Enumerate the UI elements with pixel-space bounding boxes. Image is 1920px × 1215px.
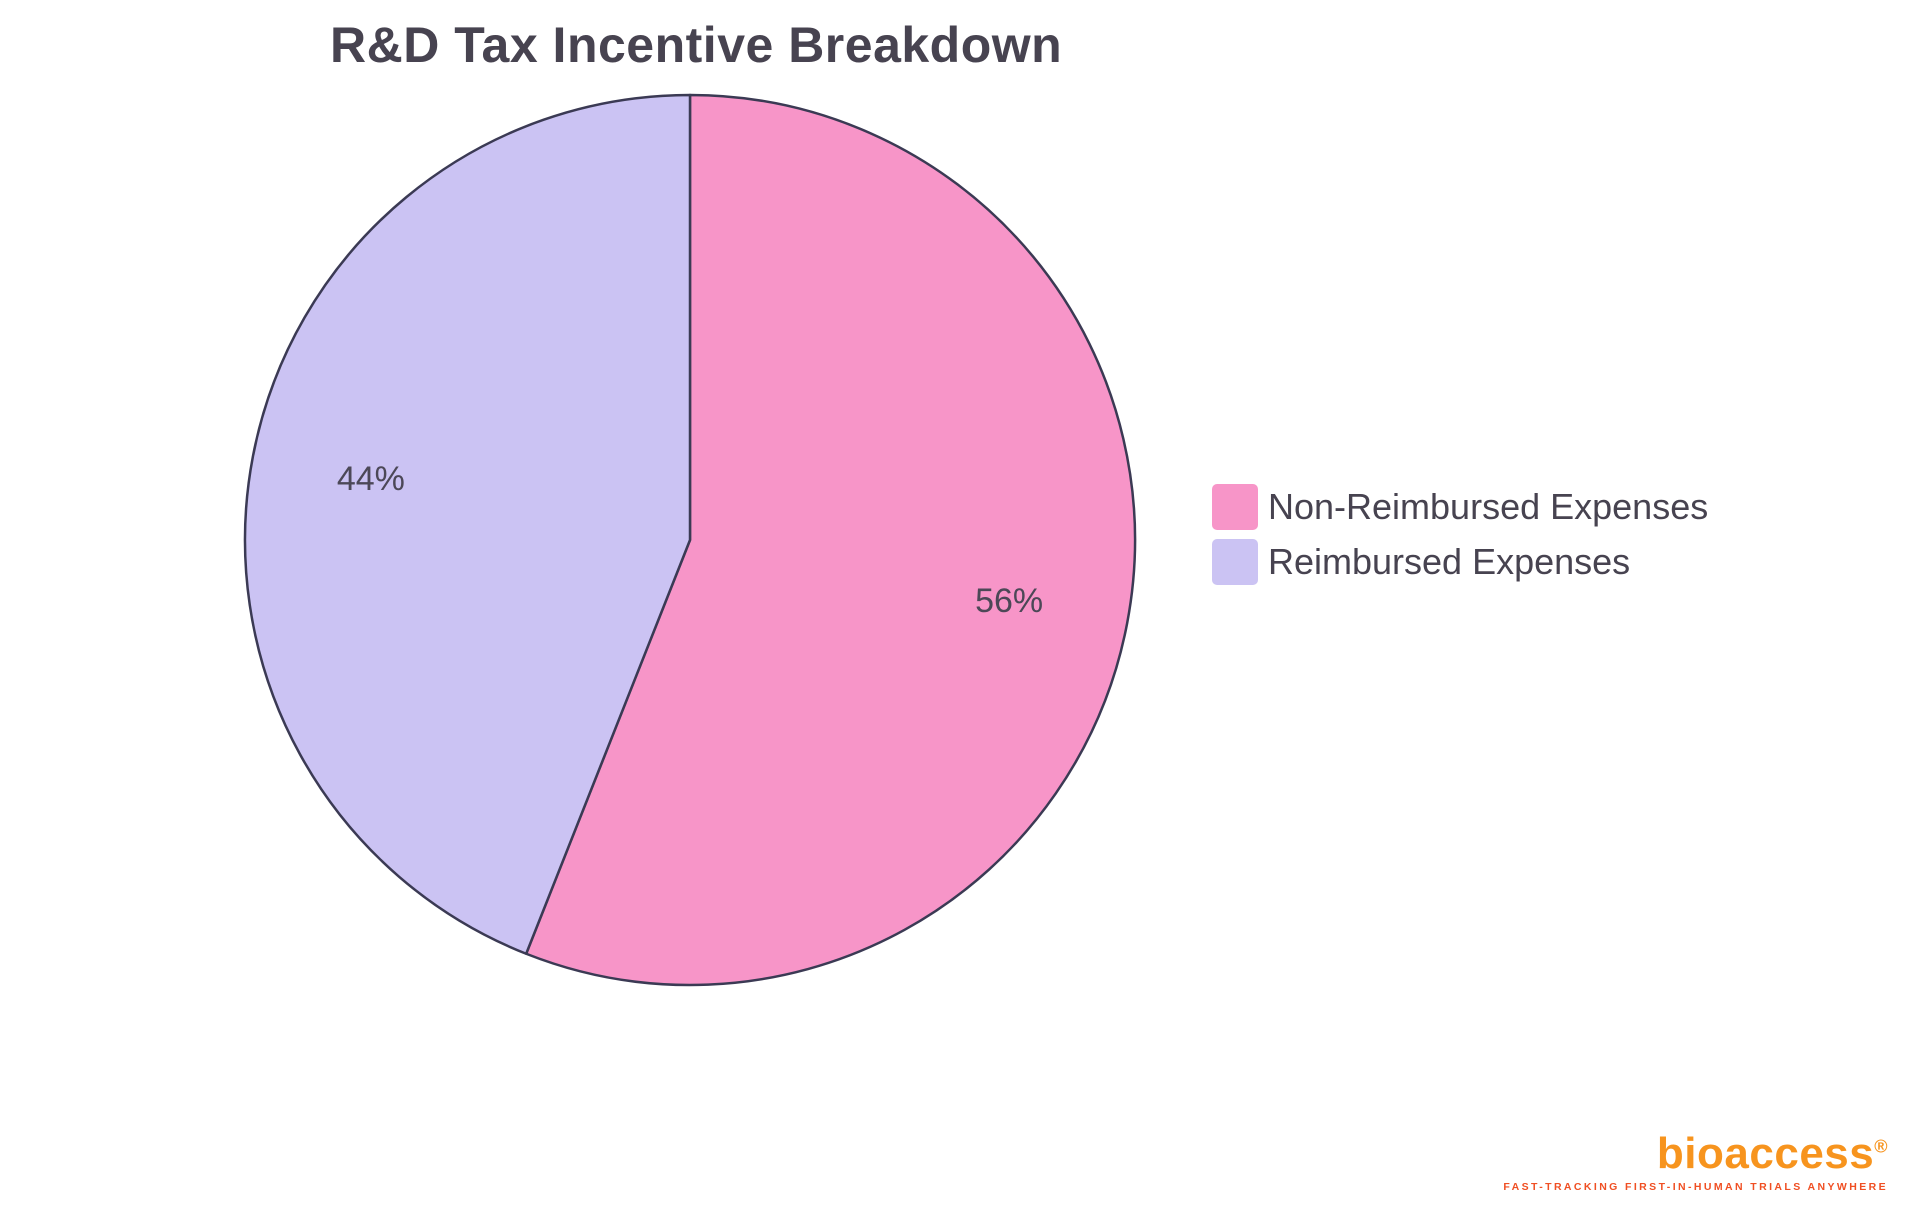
brand-name: bioaccess® — [1503, 1132, 1888, 1176]
legend-item-0[interactable]: Non-Reimbursed Expenses — [1212, 484, 1708, 530]
legend-swatch — [1212, 484, 1258, 530]
brand-name-text: bioaccess — [1656, 1129, 1875, 1178]
pie-slice-1[interactable] — [243, 93, 692, 955]
legend-label: Reimbursed Expenses — [1268, 541, 1631, 582]
pie-chart: 56% 44% — [235, 85, 1145, 995]
chart-title: R&D Tax Incentive Breakdown — [330, 17, 1063, 73]
legend: Non-Reimbursed Expenses Reimbursed Expens… — [1212, 484, 1708, 585]
slice-label-1: 44% — [337, 460, 405, 498]
legend-item-1[interactable]: Reimbursed Expenses — [1212, 539, 1708, 585]
registered-mark-icon: ® — [1874, 1136, 1888, 1157]
slice-label-0: 56% — [975, 582, 1043, 620]
brand-tagline: FAST-TRACKING FIRST-IN-HUMAN TRIALS ANYW… — [1503, 1181, 1888, 1193]
brand-logo: bioaccess® FAST-TRACKING FIRST-IN-HUMAN … — [1503, 1132, 1888, 1194]
pie-svg: 56% 44% — [243, 93, 1137, 987]
legend-label: Non-Reimbursed Expenses — [1268, 486, 1709, 527]
pie-slice-0[interactable] — [524, 93, 1137, 987]
legend-swatch — [1212, 539, 1258, 585]
